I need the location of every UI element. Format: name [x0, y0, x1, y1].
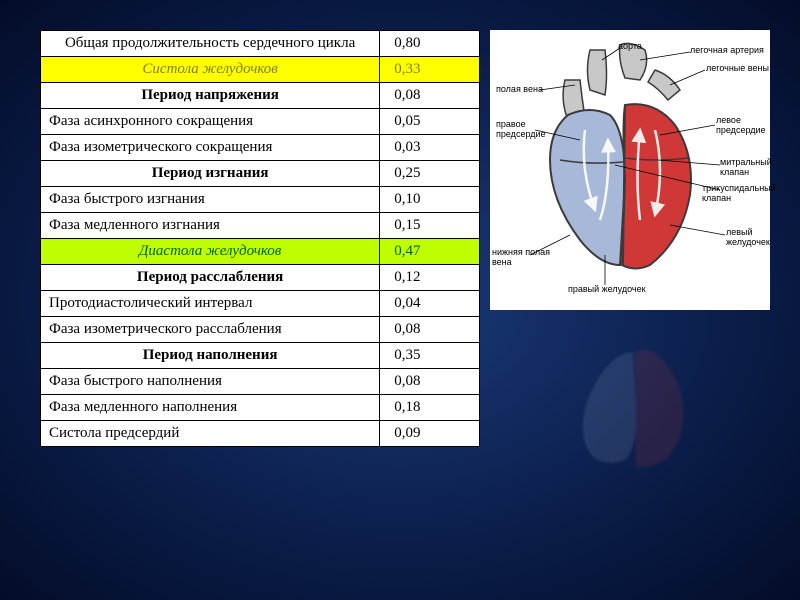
phase-label: Фаза быстрого изгнания: [41, 187, 380, 213]
phase-value: 0,08: [380, 369, 480, 395]
label-vena-cava: полая вена: [496, 85, 543, 95]
phase-label: Период изгнания: [41, 161, 380, 187]
heart-reflection: [500, 320, 780, 520]
phase-value: 0,05: [380, 109, 480, 135]
label-right-ventricle: правый желудочек: [568, 285, 646, 295]
table-row: Фаза медленного наполнения0,18: [41, 395, 480, 421]
table-row: Фаза изометрического расслабления0,08: [41, 317, 480, 343]
table-row: Систола предсердий0,09: [41, 421, 480, 447]
table-row: Фаза асинхронного сокращения0,05: [41, 109, 480, 135]
label-pulm-veins: легочные вены: [706, 64, 769, 74]
phase-label: Диастола желудочков: [41, 239, 380, 265]
phase-label: Протодиастолический интервал: [41, 291, 380, 317]
phase-value: 0,08: [380, 83, 480, 109]
phase-value: 0,10: [380, 187, 480, 213]
phase-value: 0,12: [380, 265, 480, 291]
label-pulm-artery: легочная артерия: [690, 46, 764, 56]
phase-label: Период наполнения: [41, 343, 380, 369]
table-row: Диастола желудочков0,47: [41, 239, 480, 265]
table-row: Систола желудочков0,33: [41, 57, 480, 83]
table-row: Период напряжения0,08: [41, 83, 480, 109]
phase-label: Общая продолжительность сердечного цикла: [41, 31, 380, 57]
table-row: Фаза быстрого наполнения0,08: [41, 369, 480, 395]
phase-value: 0,04: [380, 291, 480, 317]
phase-value: 0,25: [380, 161, 480, 187]
cardiac-cycle-table: Общая продолжительность сердечного цикла…: [40, 30, 480, 447]
phase-label: Фаза медленного изгнания: [41, 213, 380, 239]
table-row: Общая продолжительность сердечного цикла…: [41, 31, 480, 57]
phase-value: 0,47: [380, 239, 480, 265]
phase-value: 0,08: [380, 317, 480, 343]
table-row: Фаза изометрического сокращения0,03: [41, 135, 480, 161]
table-row: Период расслабления0,12: [41, 265, 480, 291]
phase-label: Период напряжения: [41, 83, 380, 109]
label-mitral: митральный клапан: [720, 158, 772, 178]
phase-label: Фаза изометрического сокращения: [41, 135, 380, 161]
phase-label: Систола желудочков: [41, 57, 380, 83]
label-inf-vena-cava: нижняя полая вена: [492, 248, 550, 268]
phase-value: 0,03: [380, 135, 480, 161]
phase-value: 0,18: [380, 395, 480, 421]
label-left-ventricle: левый желудочек: [726, 228, 770, 248]
phase-label: Период расслабления: [41, 265, 380, 291]
phase-label: Систола предсердий: [41, 421, 380, 447]
label-left-atrium: левое предсердие: [716, 116, 766, 136]
table-row: Фаза медленного изгнания0,15: [41, 213, 480, 239]
phase-label: Фаза быстрого наполнения: [41, 369, 380, 395]
table-row: Период изгнания0,25: [41, 161, 480, 187]
phase-label: Фаза изометрического расслабления: [41, 317, 380, 343]
heart-diagram: аорта легочная артерия легочные вены пол…: [490, 30, 770, 310]
table-row: Период наполнения0,35: [41, 343, 480, 369]
table-row: Протодиастолический интервал0,04: [41, 291, 480, 317]
table-row: Фаза быстрого изгнания0,10: [41, 187, 480, 213]
label-aorta: аорта: [618, 42, 642, 52]
phase-value: 0,15: [380, 213, 480, 239]
phase-value: 0,35: [380, 343, 480, 369]
phase-value: 0,33: [380, 57, 480, 83]
phase-value: 0,80: [380, 31, 480, 57]
phase-value: 0,09: [380, 421, 480, 447]
label-right-atrium: правое предсердие: [496, 120, 546, 140]
label-tricuspid: трикуспидальный клапан: [702, 184, 776, 204]
phase-label: Фаза медленного наполнения: [41, 395, 380, 421]
phase-label: Фаза асинхронного сокращения: [41, 109, 380, 135]
